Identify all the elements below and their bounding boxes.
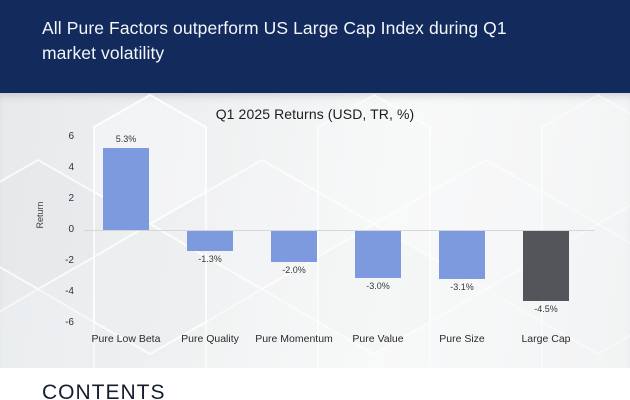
- contents-heading: CONTENTS: [42, 381, 166, 400]
- data-label-pure-low-beta: 5.3%: [115, 133, 137, 144]
- data-label-pure-momentum: -2.0%: [282, 265, 306, 275]
- y-tick-6: 6: [68, 131, 74, 142]
- data-label-pure-size: -3.1%: [450, 282, 474, 293]
- bar-pure-low-beta: [103, 147, 149, 230]
- x-label-pure-low-beta: Pure Low Beta: [91, 333, 161, 345]
- data-label-pure-value: -3.0%: [366, 280, 390, 291]
- y-tick--2: -2: [65, 255, 74, 266]
- x-label-pure-momentum: Pure Momentum: [255, 333, 333, 345]
- chart-title: Q1 2025 Returns (USD, TR, %): [215, 106, 415, 122]
- x-label-pure-size: Pure Size: [439, 333, 485, 345]
- y-tick--4: -4: [65, 286, 74, 297]
- footer-section: CONTENTS: [0, 368, 630, 400]
- y-tick-0: 0: [68, 224, 74, 235]
- bar-pure-momentum: [271, 231, 317, 262]
- data-label-large-cap: -4.5%: [534, 303, 558, 314]
- bar-pure-value: [355, 231, 401, 278]
- bar-large-cap: [523, 231, 569, 301]
- zero-axis-line: [84, 230, 594, 231]
- y-tick--6: -6: [65, 317, 74, 328]
- y-tick-2: 2: [68, 193, 74, 204]
- bar-pure-size: [439, 231, 485, 280]
- x-label-pure-quality: Pure Quality: [181, 333, 239, 345]
- slide-title-line2: market volatility: [42, 43, 165, 63]
- bar-pure-quality: [187, 231, 233, 252]
- x-label-large-cap: Large Cap: [521, 333, 571, 345]
- data-label-pure-quality: -1.3%: [198, 254, 222, 265]
- slide-header: All Pure Factors outperform US Large Cap…: [0, 0, 630, 93]
- x-label-pure-value: Pure Value: [352, 333, 404, 345]
- slide-title-line1: All Pure Factors outperform US Large Cap…: [42, 18, 507, 38]
- y-tick-4: 4: [68, 162, 74, 173]
